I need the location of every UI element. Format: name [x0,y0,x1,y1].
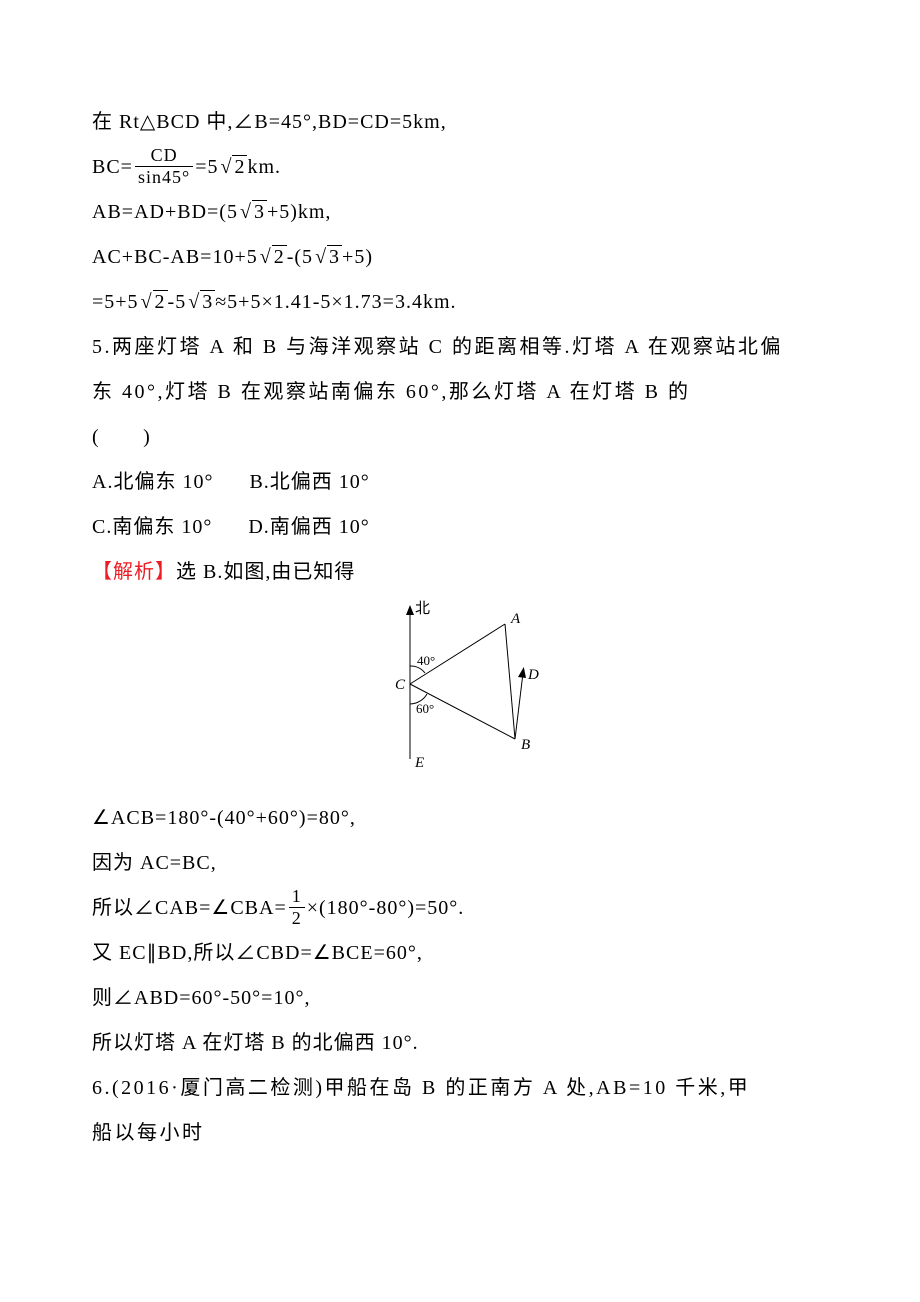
q5-options-row-1: A.北偏东 10° B.北偏西 10° [92,460,828,505]
q5-diagram: A B C D E 北 40° 60° [92,599,828,786]
solution-lead: 选 B.如图,由已知得 [176,561,355,583]
text: -5 [168,291,187,313]
text: +5)km, [267,201,332,223]
q5-solution-header: 【解析】选 B.如图,由已知得 [92,550,828,595]
paren-close: ) [143,426,152,448]
text: ×(180°-80°)=50°. [307,897,465,919]
text: =5+5 [92,291,139,313]
sqrt-3: 3 [238,190,267,235]
triangle-diagram: A B C D E 北 40° 60° [365,599,555,769]
pre-line-2: BC=CDsin45°=5 2km. [92,145,828,190]
pre-line-4: AC+BC-AB=10+5 2-(5 3+5) [92,235,828,280]
label-north: 北 [415,600,430,617]
text: ≈5+5×1.41-5×1.73=3.4km. [215,291,456,313]
frac-num: CD [135,146,193,167]
sqrt-3: 3 [186,280,215,325]
label-b: B [521,737,530,753]
label-a: A [510,611,521,627]
q5-sol-line-6: 所以灯塔 A 在灯塔 B 的北偏西 10°. [92,1021,828,1066]
option-a: A.北偏东 10° [92,471,213,493]
q5-sol-line-4: 又 EC∥BD,所以∠CBD=∠BCE=60°, [92,931,828,976]
text: 所以∠CAB=∠CBA= [92,897,287,919]
radicand: 2 [272,245,287,268]
paren-open: ( [92,426,101,448]
frac-den: 2 [289,908,305,928]
q5-sol-line-2: 因为 AC=BC, [92,841,828,886]
sqrt-2: 2 [258,235,287,280]
label-e: E [414,755,424,769]
q6-stem-line-2: 船以每小时 [92,1111,828,1156]
text: BC= [92,156,133,178]
pre-line-1: 在 Rt△BCD 中,∠B=45°,BD=CD=5km, [92,100,828,145]
text: -(5 [287,246,313,268]
pre-line-5: =5+5 2-5 3≈5+5×1.41-5×1.73=3.4km. [92,280,828,325]
q5-sol-line-5: 则∠ABD=60°-50°=10°, [92,976,828,1021]
radicand: 3 [200,290,215,313]
solution-tag: 【解析】 [92,561,176,583]
text: AB=AD+BD=(5 [92,201,238,223]
label-c: C [395,677,406,693]
q5-sol-line-3: 所以∠CAB=∠CBA=12×(180°-80°)=50°. [92,886,828,931]
radicand: 3 [252,200,267,223]
text: =5 [195,156,218,178]
q5-stem-line-1: 5.两座灯塔 A 和 B 与海洋观察站 C 的距离相等.灯塔 A 在观察站北偏 [92,325,828,370]
fraction-cd-sin45: CDsin45° [135,146,193,187]
angle-60: 60° [416,701,434,716]
q5-stem-line-2: 东 40°,灯塔 B 在观察站南偏东 60°,那么灯塔 A 在灯塔 B 的 [92,370,828,415]
sqrt-3: 3 [313,235,342,280]
radicand: 3 [327,245,342,268]
option-b: B.北偏西 10° [249,471,369,493]
angle-40: 40° [417,653,435,668]
text: +5) [342,246,373,268]
q6-stem-line-1: 6.(2016·厦门高二检测)甲船在岛 B 的正南方 A 处,AB=10 千米,… [92,1066,828,1111]
radicand: 2 [153,290,168,313]
q5-sol-line-1: ∠ACB=180°-(40°+60°)=80°, [92,796,828,841]
fraction-half: 12 [289,887,305,928]
text: km. [247,156,281,178]
frac-num: 1 [289,887,305,908]
text: AC+BC-AB=10+5 [92,246,258,268]
q5-options-row-2: C.南偏东 10° D.南偏西 10° [92,505,828,550]
radicand: 2 [232,155,247,178]
pre-line-3: AB=AD+BD=(5 3+5)km, [92,190,828,235]
option-d: D.南偏西 10° [248,516,369,538]
option-c: C.南偏东 10° [92,516,212,538]
label-d: D [527,667,539,683]
sqrt-2: 2 [218,145,247,190]
sqrt-2: 2 [139,280,168,325]
q5-stem-line-3: () [92,415,828,460]
frac-den: sin45° [135,167,193,187]
